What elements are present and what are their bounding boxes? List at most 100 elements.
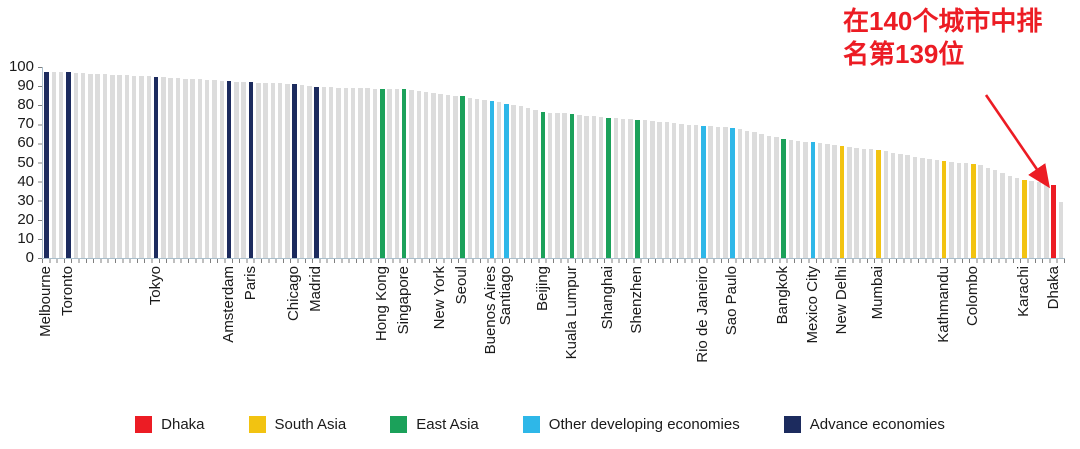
- bar-rank-67: [525, 108, 531, 258]
- bar-kuala-lumpur: [569, 114, 575, 258]
- y-tick-label-50: 50: [17, 153, 34, 171]
- bar-slot-14: [138, 67, 145, 258]
- bar-rank-123: [934, 160, 940, 258]
- legend-item-south-asia: South Asia: [248, 416, 346, 433]
- bar-slot-97: [744, 67, 751, 258]
- x-label-rio-de-janeiro: Rio de Janeiro: [694, 266, 712, 363]
- bar-rank-34: [285, 83, 290, 258]
- bar-rank-19: [175, 78, 181, 258]
- bar-slot-64: [503, 67, 510, 258]
- x-label-kathmandu: Kathmandu: [935, 266, 952, 343]
- bar-slot-82: [634, 67, 641, 258]
- bar-rank-84: [650, 120, 655, 258]
- bar-rank-101: [774, 137, 779, 258]
- bar-slot-25: [218, 67, 225, 258]
- bar-slot-93: [714, 67, 721, 258]
- bar-slot-128: [970, 67, 977, 258]
- bar-slot-95: [729, 67, 736, 258]
- y-tick-label-10: 10: [17, 229, 34, 247]
- bar-rank-25: [219, 80, 225, 258]
- bar-slot-131: [992, 67, 999, 258]
- bar-hong-kong: [380, 88, 385, 258]
- bar-slot-129: [977, 67, 984, 258]
- bar-slot-59: [466, 67, 473, 258]
- x-label-singapore: Singapore: [394, 266, 412, 335]
- bar-rank-11: [117, 75, 122, 258]
- bar-slot-107: [816, 67, 823, 258]
- bar-slot-31: [262, 67, 269, 258]
- bar-slot-34: [284, 67, 291, 258]
- bar-rank-37: [307, 85, 312, 258]
- bar-rank-81: [628, 119, 633, 258]
- bar-paris: [248, 82, 254, 258]
- bar-seoul: [460, 96, 465, 258]
- bar-slot-53: [422, 67, 429, 258]
- y-tick-label-100: 100: [8, 58, 34, 75]
- bar-rank-80: [620, 118, 626, 258]
- bar-rank-41: [336, 87, 341, 258]
- x-label-new-york: New York: [431, 266, 449, 330]
- bar-singapore: [401, 89, 407, 258]
- bar-rank-15: [146, 76, 152, 258]
- bar-slot-77: [598, 67, 605, 258]
- x-label-mumbai: Mumbai: [869, 266, 887, 320]
- bar-slot-35: [291, 67, 298, 258]
- bar-slot-126: [955, 67, 962, 258]
- bar-shenzhen: [635, 119, 640, 258]
- bar-rank-7: [88, 73, 93, 258]
- bar-rank-27: [234, 81, 239, 258]
- bar-slot-80: [619, 67, 626, 258]
- bar-rank-31: [263, 82, 268, 258]
- bar-slot-92: [707, 67, 714, 258]
- bar-madrid: [314, 86, 319, 258]
- bar-rank-117: [890, 152, 896, 258]
- bar-slot-39: [320, 67, 327, 258]
- bar-rank-13: [131, 75, 137, 258]
- bar-slot-27: [233, 67, 240, 258]
- bar-rank-116: [883, 151, 889, 258]
- bar-slot-29: [247, 67, 254, 258]
- bar-rank-75: [584, 115, 589, 258]
- bar-rank-131: [992, 170, 998, 258]
- bar-slot-52: [415, 67, 422, 258]
- annotation-line2: 名第139位: [843, 39, 965, 70]
- bar-rank-54: [431, 92, 436, 258]
- bar-slot-78: [605, 67, 612, 258]
- bar-slot-135: [1021, 67, 1028, 258]
- bar-rank-103: [788, 139, 794, 258]
- bar-slot-61: [481, 67, 488, 258]
- bar-slot-113: [860, 67, 867, 258]
- y-tick-label-20: 20: [17, 210, 34, 228]
- bar-new-york: [438, 93, 443, 258]
- bar-slot-37: [306, 67, 313, 258]
- legend-swatch-east_asia: [390, 416, 408, 433]
- bar-slot-4: [65, 67, 72, 258]
- bar-slot-94: [722, 67, 729, 258]
- bar-slot-69: [539, 67, 546, 258]
- bar-slot-48: [386, 67, 393, 258]
- y-tick-label-90: 90: [17, 77, 34, 95]
- bar-rank-24: [212, 80, 217, 258]
- bar-slot-41: [335, 67, 342, 258]
- bar-slot-15: [145, 67, 152, 258]
- bar-slot-127: [962, 67, 969, 258]
- x-label-mexico-city: Mexico City: [803, 266, 821, 344]
- bar-slot-101: [773, 67, 780, 258]
- bar-colombo: [971, 163, 976, 258]
- bar-rank-88: [679, 123, 684, 258]
- bar-slot-49: [393, 67, 400, 258]
- bar-slot-105: [802, 67, 809, 258]
- x-label-madrid: Madrid: [307, 266, 325, 312]
- bar-slot-36: [298, 67, 305, 258]
- bar-slot-125: [948, 67, 955, 258]
- x-label-tokyo: Tokyo: [146, 266, 164, 306]
- bar-slot-85: [656, 67, 663, 258]
- bar-rank-126: [956, 162, 961, 258]
- bar-rank-93: [715, 126, 721, 258]
- bar-slot-67: [525, 67, 532, 258]
- bar-slot-32: [269, 67, 276, 258]
- bar-slot-28: [240, 67, 247, 258]
- bar-rank-20: [183, 78, 188, 258]
- bar-rank-68: [533, 110, 538, 258]
- legend-label-dhaka: Dhaka: [161, 416, 205, 433]
